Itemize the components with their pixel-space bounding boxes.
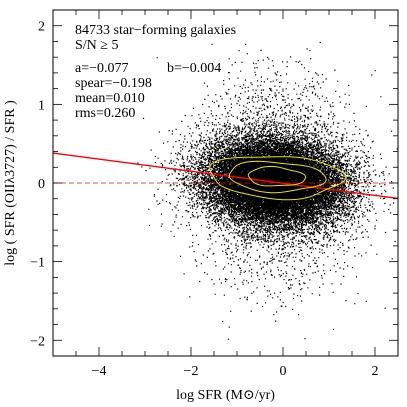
rms-annotation: rms=0.260	[75, 106, 135, 121]
y-tick-label: 2	[38, 20, 45, 35]
fit-intercept-annotation: b=−0.004	[167, 61, 221, 76]
sn-cut-annotation: S/N ≥ 5	[75, 38, 118, 53]
linear-fit-line	[53, 152, 398, 200]
x-axis-label: log SFR (M⊙/yr)	[176, 388, 275, 403]
x-tick-label: −2	[184, 364, 199, 379]
contour-level-3	[247, 165, 307, 187]
scatter-points	[137, 41, 398, 340]
sample-size-annotation: 84733 star−forming galaxies	[75, 23, 236, 38]
y-tick-label: −2	[30, 334, 45, 349]
spearman-annotation: spear=−0.198	[75, 76, 152, 91]
data-points	[137, 41, 398, 340]
fit-slope-annotation: a=−0.077	[75, 61, 129, 76]
y-tick-label: 1	[38, 98, 45, 113]
x-tick-label: 2	[372, 364, 379, 379]
density-contours	[209, 156, 347, 201]
mean-annotation: mean=0.010	[75, 91, 145, 106]
fit-lines	[53, 152, 398, 200]
contour-level-1	[209, 156, 347, 201]
axis-tick-labels: −4 −2 0 2 −2 −1 0 1 2	[30, 20, 378, 379]
x-tick-label: 0	[280, 364, 287, 379]
x-tick-label: −4	[92, 364, 107, 379]
axis-ticks	[52, 9, 399, 357]
contour-level-2	[228, 160, 327, 194]
y-tick-label: −1	[30, 256, 45, 271]
y-axis-label: log ( SFR (OIIλ3727) / SFR )	[3, 100, 18, 266]
y-tick-label: 0	[38, 177, 45, 192]
